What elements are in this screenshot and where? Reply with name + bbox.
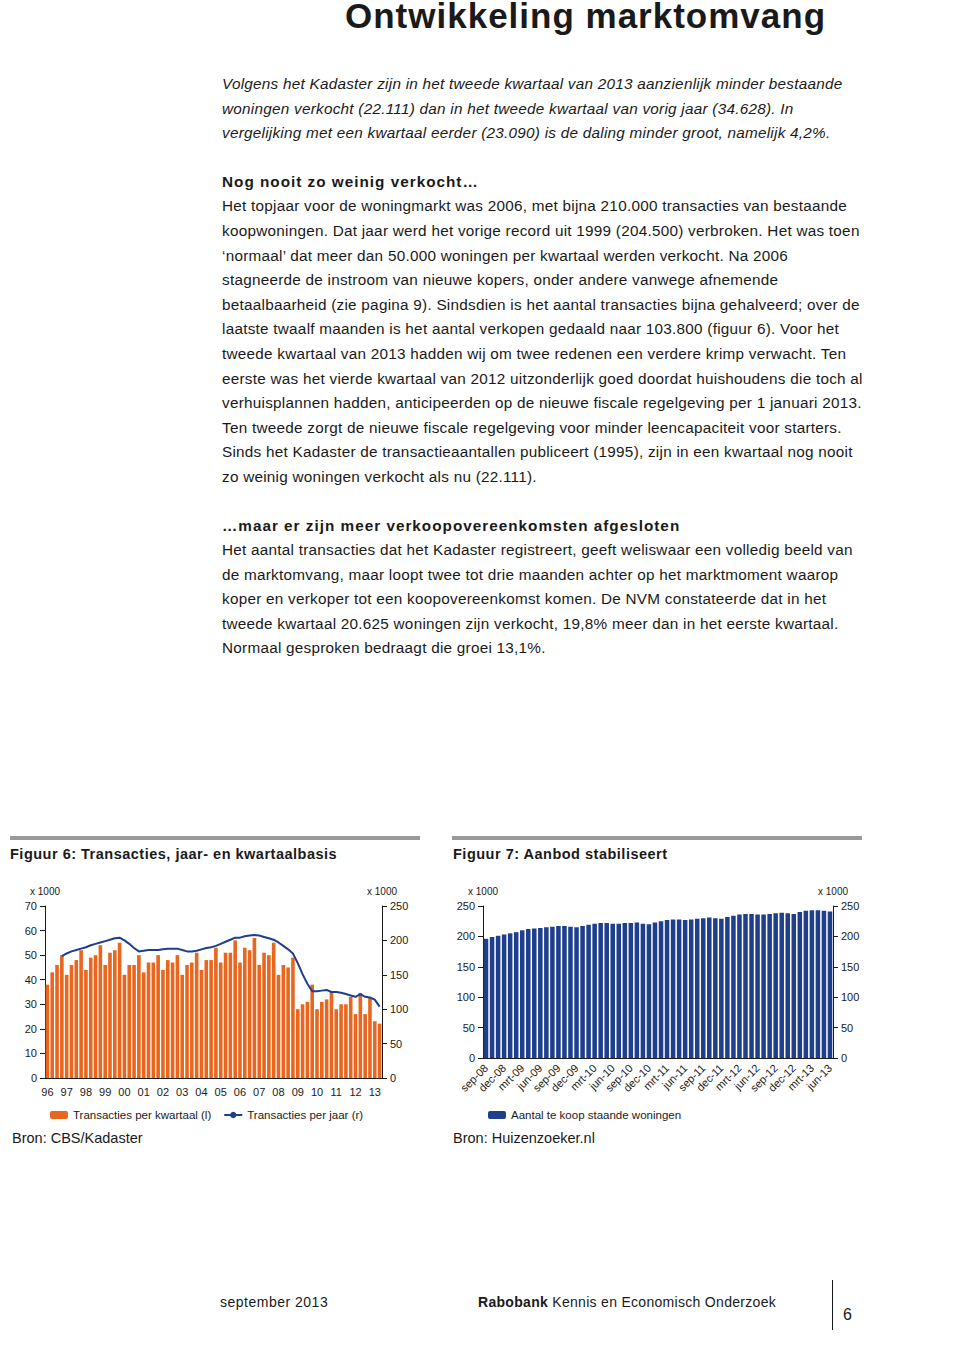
svg-text:jun-09: jun-09 xyxy=(514,1061,545,1092)
svg-text:09: 09 xyxy=(292,1086,304,1098)
svg-text:mrt-09: mrt-09 xyxy=(495,1061,527,1093)
svg-text:60: 60 xyxy=(25,925,37,937)
html-text:Bron: CBS/Kadaster: Bron: CBS/Kadaster xyxy=(12,1130,143,1146)
html-text:Het topjaar voor de woningmark: Het topjaar voor de woningmarkt was 2006… xyxy=(222,197,863,485)
svg-text:dec-12: dec-12 xyxy=(765,1061,798,1094)
svg-text:50: 50 xyxy=(463,1022,475,1034)
svg-text:jun-12: jun-12 xyxy=(731,1061,762,1092)
html-text:Nog nooit zo weinig verkocht…: Nog nooit zo weinig verkocht… xyxy=(222,172,479,190)
svg-text:30: 30 xyxy=(25,998,37,1010)
svg-text:mrt-13: mrt-13 xyxy=(785,1061,817,1093)
svg-text:10: 10 xyxy=(25,1047,37,1059)
svg-text:98: 98 xyxy=(80,1086,92,1098)
svg-text:x 1000: x 1000 xyxy=(468,886,498,897)
svg-text:05: 05 xyxy=(215,1086,227,1098)
svg-text:sep-10: sep-10 xyxy=(602,1061,636,1094)
svg-text:10: 10 xyxy=(311,1086,323,1098)
svg-text:150: 150 xyxy=(841,961,859,973)
svg-text:0: 0 xyxy=(31,1072,37,1084)
svg-text:50: 50 xyxy=(390,1038,402,1050)
svg-text:250: 250 xyxy=(841,900,859,912)
svg-text:x 1000: x 1000 xyxy=(30,886,60,897)
svg-text:jun-10: jun-10 xyxy=(586,1061,617,1092)
svg-text:50: 50 xyxy=(841,1022,853,1034)
svg-text:13: 13 xyxy=(369,1086,381,1098)
svg-text:sep-09: sep-09 xyxy=(530,1061,563,1094)
svg-text:Transacties per jaar (r): Transacties per jaar (r) xyxy=(247,1109,363,1121)
html-text:Het aantal transacties dat het: Het aantal transacties dat het Kadaster … xyxy=(222,541,853,657)
svg-text:x 1000: x 1000 xyxy=(818,886,848,897)
svg-text:x 1000: x 1000 xyxy=(367,886,397,897)
svg-text:02: 02 xyxy=(157,1086,169,1098)
html-text:Volgens het Kadaster zijn in h: Volgens het Kadaster zijn in het tweede … xyxy=(222,75,843,142)
svg-text:100: 100 xyxy=(457,991,475,1003)
svg-text:0: 0 xyxy=(390,1072,396,1084)
svg-text:20: 20 xyxy=(25,1023,37,1035)
svg-text:12: 12 xyxy=(349,1086,361,1098)
svg-text:mrt-11: mrt-11 xyxy=(640,1061,672,1093)
svg-text:150: 150 xyxy=(457,961,475,973)
svg-text:06: 06 xyxy=(234,1086,246,1098)
svg-text:50: 50 xyxy=(25,949,37,961)
svg-text:dec-08: dec-08 xyxy=(476,1061,509,1094)
svg-text:03: 03 xyxy=(176,1086,188,1098)
svg-text:100: 100 xyxy=(841,991,859,1003)
svg-text:jun-11: jun-11 xyxy=(659,1061,690,1092)
svg-text:08: 08 xyxy=(272,1086,284,1098)
svg-text:00: 00 xyxy=(118,1086,130,1098)
svg-text:04: 04 xyxy=(195,1086,207,1098)
svg-text:dec-09: dec-09 xyxy=(548,1061,581,1094)
svg-text:11: 11 xyxy=(331,1086,342,1098)
svg-text:mrt-10: mrt-10 xyxy=(567,1061,599,1093)
svg-text:40: 40 xyxy=(25,974,37,986)
svg-text:jun-13: jun-13 xyxy=(803,1062,834,1093)
html-text:september 2013: september 2013 xyxy=(220,1294,329,1310)
html-text:6: 6 xyxy=(843,1306,852,1323)
html-text:Figuur 7: Aanbod stabiliseert: Figuur 7: Aanbod stabiliseert xyxy=(453,846,668,862)
svg-text:200: 200 xyxy=(457,930,475,942)
svg-text:Transacties per kwartaal (l): Transacties per kwartaal (l) xyxy=(73,1109,211,1121)
svg-text:96: 96 xyxy=(41,1086,53,1098)
html-text:Rabobank Kennis en Economisch: Rabobank Kennis en Economisch Onderzoek xyxy=(478,1294,777,1310)
svg-text:sep-08: sep-08 xyxy=(458,1061,491,1094)
svg-text:mrt-12: mrt-12 xyxy=(712,1061,744,1093)
svg-text:0: 0 xyxy=(841,1052,847,1064)
svg-text:200: 200 xyxy=(841,930,859,942)
html-text:Bron: Huizenzoeker.nl: Bron: Huizenzoeker.nl xyxy=(453,1130,595,1146)
html-text:Figuur 6: Transacties, jaar- e: Figuur 6: Transacties, jaar- en kwartaal… xyxy=(10,846,338,862)
svg-text:Aantal te koop staande woninge: Aantal te koop staande woningen xyxy=(511,1109,681,1121)
svg-text:250: 250 xyxy=(390,900,408,912)
svg-text:250: 250 xyxy=(457,900,475,912)
svg-text:99: 99 xyxy=(99,1086,111,1098)
svg-text:150: 150 xyxy=(390,969,408,981)
svg-text:200: 200 xyxy=(390,934,408,946)
svg-text:0: 0 xyxy=(469,1052,475,1064)
svg-text:07: 07 xyxy=(253,1086,265,1098)
svg-text:97: 97 xyxy=(61,1086,73,1098)
svg-text:100: 100 xyxy=(390,1003,408,1015)
html-text:…maar er zijn meer verkoopover: …maar er zijn meer verkoopovereenkomsten… xyxy=(222,516,681,534)
svg-text:dec-10: dec-10 xyxy=(621,1061,654,1094)
svg-text:dec-11: dec-11 xyxy=(693,1061,726,1094)
svg-text:sep-12: sep-12 xyxy=(747,1061,780,1094)
svg-text:sep-11: sep-11 xyxy=(675,1061,708,1094)
svg-text:70: 70 xyxy=(25,900,37,912)
svg-text:01: 01 xyxy=(138,1086,150,1098)
